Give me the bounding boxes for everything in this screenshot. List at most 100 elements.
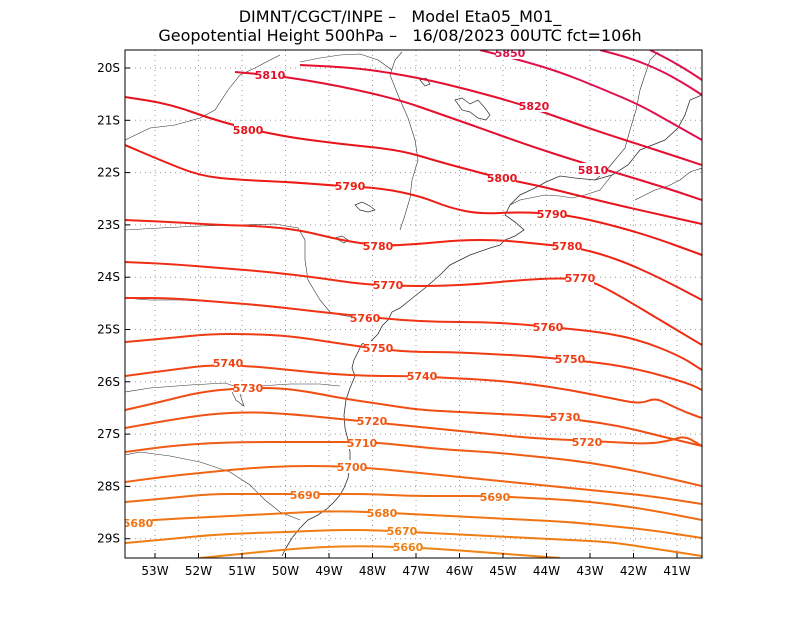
contour-label-bg xyxy=(566,271,594,284)
contour-label-bg xyxy=(364,341,392,354)
contour-5730 xyxy=(125,386,702,447)
contour-label-bg xyxy=(234,123,262,136)
lon-label: 53W xyxy=(141,564,168,578)
contour-label-bg xyxy=(291,488,319,501)
contour-label-5730: 5730 xyxy=(550,411,581,424)
contour-label-5700: 5700 xyxy=(337,461,368,474)
contour-label-bg xyxy=(336,179,364,192)
contour-label-bg xyxy=(234,381,262,394)
contour-label-bg xyxy=(534,320,562,333)
contour-label-bg xyxy=(374,278,402,291)
contour-label-bg xyxy=(348,436,376,449)
lat-label: 23S xyxy=(97,218,120,232)
geography-layer xyxy=(125,51,702,557)
lon-label: 46W xyxy=(446,564,473,578)
contour-label-5680: 5680 xyxy=(367,507,398,520)
lat-lon-grid xyxy=(125,50,702,558)
contour-5720 xyxy=(125,411,702,447)
contour-label-5710: 5710 xyxy=(347,437,378,450)
contour-5700 xyxy=(125,464,702,505)
contour-5750 xyxy=(125,332,702,391)
contour-5840 xyxy=(599,50,702,96)
contour-label-5800: 5800 xyxy=(233,124,264,137)
lakes xyxy=(334,77,491,244)
contour-5850 xyxy=(479,50,702,141)
lat-label: 27S xyxy=(97,427,120,441)
axis-labels: 20S 21S 22S 23S 24S 25S 26S 27S 28S 29S 53W 52W 51W 5… xyxy=(97,61,691,578)
contour-label-bg xyxy=(214,356,242,369)
lat-label: 28S xyxy=(97,479,120,493)
lon-label: 51W xyxy=(228,564,255,578)
contour-label-bg xyxy=(388,524,416,537)
contour-label-bg xyxy=(338,460,366,473)
contour-label-5720: 5720 xyxy=(357,415,388,428)
contour-label-5760: 5760 xyxy=(533,321,564,334)
map-title-line-2: Geopotential Height 500hPa – 16/08/2023 … xyxy=(158,26,642,45)
contour-label-5730: 5730 xyxy=(233,382,264,395)
contour-5780 xyxy=(125,219,702,301)
contour-label-5690: 5690 xyxy=(480,491,511,504)
contour-label-5750: 5750 xyxy=(555,353,586,366)
contour-5790 xyxy=(125,144,702,256)
contour-5660 xyxy=(199,545,561,558)
contour-5690 xyxy=(125,493,702,521)
contour-label-5770: 5770 xyxy=(373,279,404,292)
lon-label: 43W xyxy=(576,564,603,578)
contour-label-5660: 5660 xyxy=(393,541,424,554)
contour-label-5770: 5770 xyxy=(565,272,596,285)
contour-label-bg xyxy=(520,99,548,112)
contour-label-bg xyxy=(351,311,379,324)
contour-label-bg xyxy=(553,239,581,252)
contour-5770 xyxy=(125,261,702,346)
contour-layer xyxy=(125,50,702,558)
contour-5810 xyxy=(234,71,702,201)
contour-label-bg xyxy=(488,171,516,184)
lon-label: 41W xyxy=(663,564,690,578)
lat-label: 22S xyxy=(97,166,120,180)
lon-label: 49W xyxy=(315,564,342,578)
lat-label: 20S xyxy=(97,61,120,75)
contour-5800 xyxy=(125,96,702,225)
contour-labels: 5850 5820 5810 5810 5800 5800 5790 5790 5780 5780… xyxy=(123,47,609,554)
contour-5830 xyxy=(649,50,702,81)
contour-label-5750: 5750 xyxy=(363,342,394,355)
contour-label-5690: 5690 xyxy=(290,489,321,502)
contour-5710 xyxy=(125,441,702,487)
contour-label-5780: 5780 xyxy=(552,240,583,253)
contour-label-5780: 5780 xyxy=(363,240,394,253)
contour-label-bg xyxy=(579,163,607,176)
lon-label: 48W xyxy=(359,564,386,578)
contour-label-5680: 5680 xyxy=(123,517,154,530)
contour-label-5810: 5810 xyxy=(578,164,609,177)
contour-label-5790: 5790 xyxy=(537,208,568,221)
contour-label-bg xyxy=(481,490,509,503)
lat-label: 25S xyxy=(97,323,120,337)
lat-label: 24S xyxy=(97,270,120,284)
contour-label-5720: 5720 xyxy=(572,436,603,449)
contour-label-bg xyxy=(256,68,284,81)
lon-label: 52W xyxy=(185,564,212,578)
lon-label: 42W xyxy=(620,564,647,578)
contour-label-bg xyxy=(573,435,601,448)
lon-label: 47W xyxy=(402,564,429,578)
coastline xyxy=(281,94,702,557)
contour-label-5850: 5850 xyxy=(495,47,526,60)
contour-label-5820: 5820 xyxy=(519,100,550,113)
contour-label-bg xyxy=(364,239,392,252)
contour-label-5670: 5670 xyxy=(387,525,418,538)
contour-label-bg xyxy=(551,410,579,423)
contour-label-5790: 5790 xyxy=(335,180,366,193)
contour-label-5800: 5800 xyxy=(487,172,518,185)
lat-label: 21S xyxy=(97,113,120,127)
contour-label-5740: 5740 xyxy=(213,357,244,370)
contour-label-5760: 5760 xyxy=(350,312,381,325)
lat-label: 26S xyxy=(97,375,120,389)
contour-label-bg xyxy=(556,352,584,365)
contour-label-bg xyxy=(496,50,524,59)
contour-label-bg xyxy=(408,369,436,382)
contour-label-bg xyxy=(125,516,152,529)
map-frame xyxy=(124,49,703,559)
lon-label: 45W xyxy=(489,564,516,578)
lon-label: 50W xyxy=(272,564,299,578)
